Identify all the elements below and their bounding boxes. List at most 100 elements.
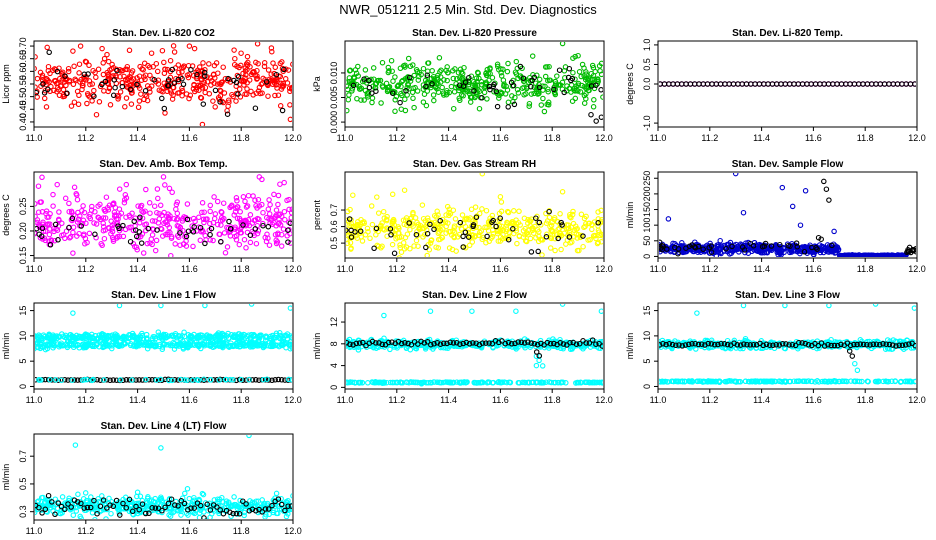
data-point xyxy=(572,95,579,102)
data-point xyxy=(430,92,437,98)
data-point xyxy=(406,220,412,226)
data-point xyxy=(272,377,278,383)
data-point xyxy=(440,226,446,232)
data-point xyxy=(279,107,286,114)
data-point xyxy=(497,238,504,244)
data-point xyxy=(366,77,372,84)
data-point xyxy=(552,247,558,254)
data-point xyxy=(583,95,589,102)
data-point xyxy=(91,87,97,94)
data-point xyxy=(208,225,215,232)
data-point xyxy=(731,337,738,344)
data-point xyxy=(287,102,292,108)
data-point xyxy=(169,96,176,102)
plot-frame xyxy=(657,171,918,259)
data-point xyxy=(460,83,467,89)
data-point xyxy=(392,74,398,80)
x-tick-label: 11.8 xyxy=(233,133,250,143)
data-point xyxy=(404,92,410,98)
data-point xyxy=(35,201,38,207)
data-point xyxy=(711,341,718,348)
data-point xyxy=(264,376,270,382)
outlier-point xyxy=(782,304,788,309)
data-point xyxy=(378,100,384,106)
data-point xyxy=(355,63,361,70)
data-point xyxy=(255,196,262,203)
data-point xyxy=(489,340,496,347)
data-point xyxy=(828,248,835,255)
data-point xyxy=(135,203,141,209)
data-point xyxy=(207,202,214,209)
data-point xyxy=(353,70,360,77)
data-point xyxy=(743,81,750,87)
data-point xyxy=(663,341,669,348)
data-point xyxy=(485,228,492,234)
data-point xyxy=(356,379,363,386)
outlier-point xyxy=(570,55,576,61)
data-point xyxy=(216,336,222,343)
data-point xyxy=(143,376,149,383)
data-point xyxy=(212,211,219,217)
data-point xyxy=(246,376,252,383)
data-point xyxy=(686,341,692,348)
data-point xyxy=(551,340,557,347)
data-point xyxy=(149,218,156,224)
data-point xyxy=(71,99,78,105)
data-point xyxy=(234,342,240,349)
y-tick-label: 0.5 xyxy=(329,237,339,250)
data-point xyxy=(162,110,168,116)
data-point xyxy=(428,341,434,348)
data-point xyxy=(659,342,663,348)
data-point xyxy=(101,88,107,94)
data-point xyxy=(598,239,603,245)
outlier-point xyxy=(849,353,856,359)
data-point xyxy=(778,81,784,87)
data-point xyxy=(244,229,251,236)
data-point xyxy=(174,215,181,222)
data-point xyxy=(379,243,385,250)
data-point xyxy=(545,99,552,106)
data-point xyxy=(718,250,724,257)
data-point xyxy=(145,225,152,232)
data-point xyxy=(59,232,65,239)
data-point xyxy=(468,206,475,213)
data-point xyxy=(107,377,113,384)
data-point xyxy=(708,341,715,347)
outlier-point xyxy=(513,308,519,314)
data-point xyxy=(873,341,880,347)
data-point xyxy=(763,341,770,348)
data-point xyxy=(736,249,742,255)
data-point xyxy=(459,212,466,218)
data-point xyxy=(35,344,40,351)
data-point xyxy=(129,68,136,74)
data-point xyxy=(346,96,352,103)
data-point xyxy=(80,203,86,209)
y-tick-label: 10 xyxy=(642,331,652,341)
data-point xyxy=(37,69,44,76)
y-tick-label: 0 xyxy=(329,385,339,390)
data-point xyxy=(356,340,363,346)
data-point xyxy=(589,62,596,69)
data-point xyxy=(146,64,153,70)
data-point xyxy=(726,244,732,251)
data-point xyxy=(219,209,225,216)
data-point xyxy=(534,341,541,348)
data-point xyxy=(100,227,107,234)
x-tick-label: 11.0 xyxy=(26,133,43,143)
data-point xyxy=(275,192,282,199)
data-point xyxy=(62,195,69,202)
data-point xyxy=(829,242,835,249)
data-point xyxy=(557,82,564,88)
data-point xyxy=(423,102,430,109)
data-point xyxy=(117,89,124,95)
data-point xyxy=(737,342,744,348)
data-point xyxy=(534,84,540,91)
data-point xyxy=(289,377,292,383)
data-point xyxy=(478,228,485,234)
data-point xyxy=(286,196,292,203)
data-point xyxy=(352,229,358,235)
data-point xyxy=(424,252,430,257)
data-point xyxy=(35,94,40,100)
data-point xyxy=(191,224,197,230)
